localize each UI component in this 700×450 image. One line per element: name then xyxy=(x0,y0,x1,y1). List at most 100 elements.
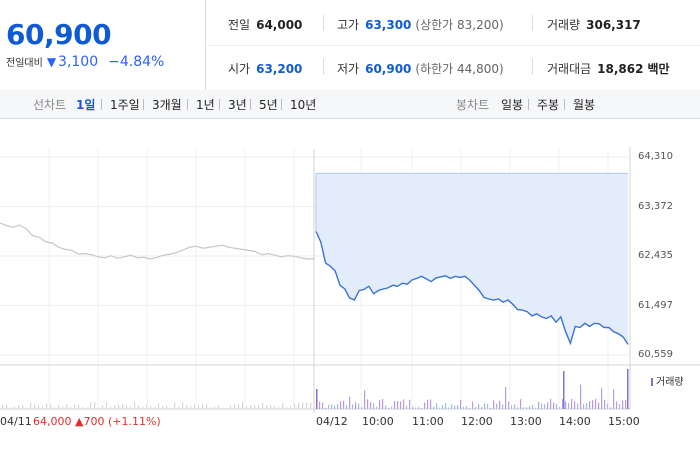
volume-bar xyxy=(30,402,32,409)
volume-bar xyxy=(134,402,136,409)
volume-bar xyxy=(625,400,627,409)
volume-bar xyxy=(562,399,564,409)
volume-bar xyxy=(526,407,528,409)
volume-bar xyxy=(290,406,292,409)
volume-bar xyxy=(559,406,561,409)
prev-day-date: 04/11 xyxy=(0,415,32,428)
volume-bar xyxy=(246,406,248,409)
stat-separator xyxy=(532,15,533,31)
volume-value: 306,317 xyxy=(586,18,641,32)
volume-bar xyxy=(484,403,486,409)
volume-bar xyxy=(352,404,354,409)
volume-bar xyxy=(439,407,441,409)
open-value: 63,200 xyxy=(256,62,303,76)
volume-bar xyxy=(26,407,28,409)
prev-day-change: 700 xyxy=(83,415,105,428)
volume-bar xyxy=(198,405,200,409)
price-panel: 60,900 전일대비 ▼ 3,100 −4.84% xyxy=(0,0,206,90)
price-chart[interactable]: 64,310 63,372 62,435 61,497 60,559 거래량 0… xyxy=(0,119,700,450)
tab-daily-candle[interactable]: 일봉 xyxy=(501,98,524,112)
volume-bar xyxy=(505,386,507,409)
tab-5years[interactable]: 5년 xyxy=(259,98,278,112)
volume-bar xyxy=(222,407,224,409)
chart-canvas xyxy=(0,147,700,413)
volume-bar xyxy=(328,404,330,409)
volume-bar xyxy=(553,402,555,409)
volume-bar xyxy=(373,403,375,409)
volume-bar xyxy=(258,405,260,409)
x-tick-label: 14:00 xyxy=(559,415,591,428)
volume-bar xyxy=(46,403,48,409)
volume-bar xyxy=(178,406,180,409)
volume-bar xyxy=(514,404,516,409)
volume-bar xyxy=(122,403,124,409)
volume-bar xyxy=(424,402,426,409)
tab-weekly-candle[interactable]: 주봉 xyxy=(537,98,560,112)
volume-bar xyxy=(10,407,12,409)
today-date: 04/12 xyxy=(316,415,348,428)
amount-label: 거래대금 xyxy=(547,62,592,76)
tab-1year[interactable]: 1년 xyxy=(196,98,215,112)
volume-bar xyxy=(174,402,176,409)
volume-bar xyxy=(274,406,276,409)
volume-bar xyxy=(242,402,244,409)
volume-bar xyxy=(74,404,76,409)
volume-bar xyxy=(349,396,351,409)
volume-bar xyxy=(616,401,618,409)
volume-bar xyxy=(194,404,196,409)
upper-limit: (상한가 83,200) xyxy=(415,18,504,32)
volume-bar xyxy=(583,403,585,409)
prev-day-close: 64,000 xyxy=(33,415,72,428)
amount-unit: 백만 xyxy=(647,62,670,76)
volume-bar xyxy=(475,407,477,409)
volume-bar xyxy=(154,407,156,409)
volume-bar xyxy=(442,405,444,409)
tab-3years[interactable]: 3년 xyxy=(228,98,247,112)
tab-separator xyxy=(281,99,282,110)
volume-bar xyxy=(580,384,582,409)
tab-3months[interactable]: 3개월 xyxy=(152,98,182,112)
volume-bar xyxy=(355,402,357,409)
volume-bar xyxy=(627,369,629,409)
tab-1day[interactable]: 1일 xyxy=(76,98,96,112)
volume-bar xyxy=(319,401,321,409)
volume-bar xyxy=(58,405,60,409)
volume-bar xyxy=(400,401,402,409)
volume-bar xyxy=(457,405,459,409)
volume-bar xyxy=(544,404,546,409)
tab-1week[interactable]: 1주일 xyxy=(110,98,140,112)
lower-limit: (하한가 44,800) xyxy=(415,62,504,76)
volume-bar xyxy=(571,398,573,409)
tab-monthly-candle[interactable]: 월봉 xyxy=(573,98,596,112)
low-value: 60,900 xyxy=(365,62,412,76)
volume-bar xyxy=(202,403,204,409)
tab-separator xyxy=(101,99,102,110)
volume-bar xyxy=(298,402,300,409)
trade-amount: 거래대금 18,862 백만 xyxy=(547,60,670,77)
volume-bar xyxy=(427,399,429,409)
volume-bar xyxy=(90,402,92,409)
x-tick-label: 10:00 xyxy=(362,415,394,428)
volume-bar xyxy=(563,371,565,409)
y-tick-label: 62,435 xyxy=(638,250,673,261)
prev-day-pct: (+1.11%) xyxy=(107,415,161,428)
volume-bar xyxy=(114,405,116,409)
open-price: 시가 63,200 xyxy=(228,60,302,77)
tab-10years[interactable]: 10년 xyxy=(290,98,317,112)
volume-bar xyxy=(306,402,308,409)
volume-bar xyxy=(94,402,96,409)
x-tick-label: 15:00 xyxy=(608,415,640,428)
volume-bar xyxy=(210,407,212,409)
prev-close-value: 64,000 xyxy=(256,18,303,32)
volume-bar xyxy=(254,405,256,409)
prev-day-info: 64,000 ▲700 (+1.11%) xyxy=(33,415,161,428)
volume-bar xyxy=(262,402,264,409)
volume-bar xyxy=(463,406,465,409)
chart-series xyxy=(0,172,629,346)
prev-day-price-line xyxy=(0,222,314,260)
volume-bar xyxy=(102,405,104,409)
volume-bar xyxy=(454,405,456,409)
volume-bar xyxy=(541,403,543,409)
volume-bar xyxy=(436,403,438,409)
volume-bar xyxy=(106,402,108,409)
